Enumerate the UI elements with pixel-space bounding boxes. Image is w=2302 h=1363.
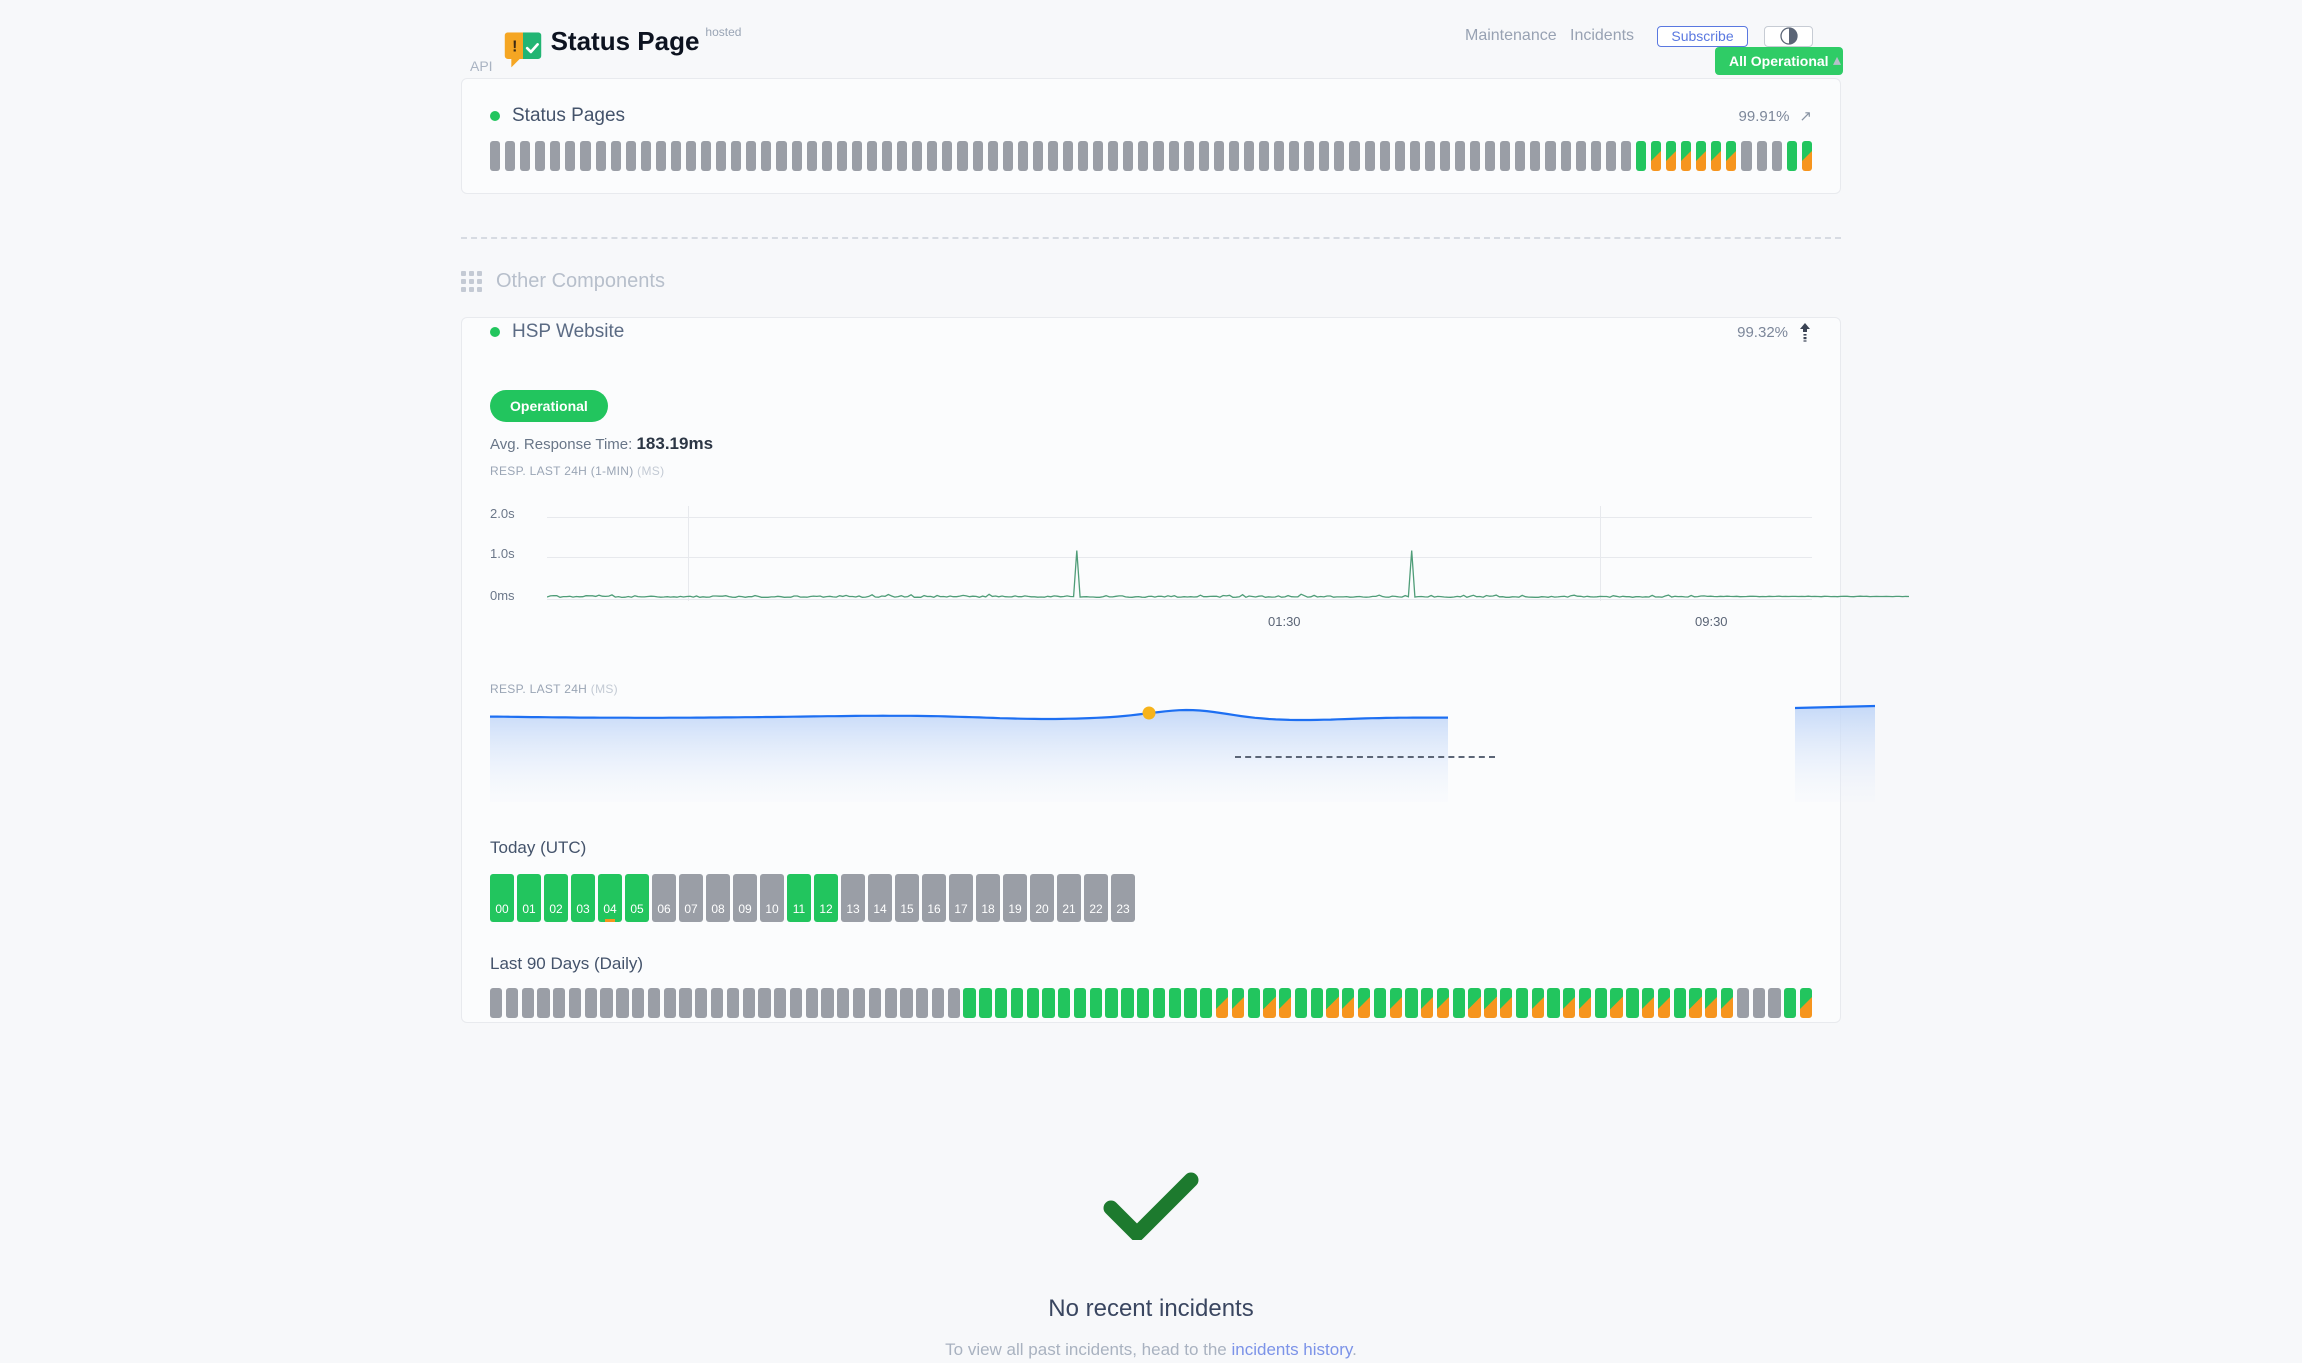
svg-text:!: ! — [512, 39, 517, 56]
